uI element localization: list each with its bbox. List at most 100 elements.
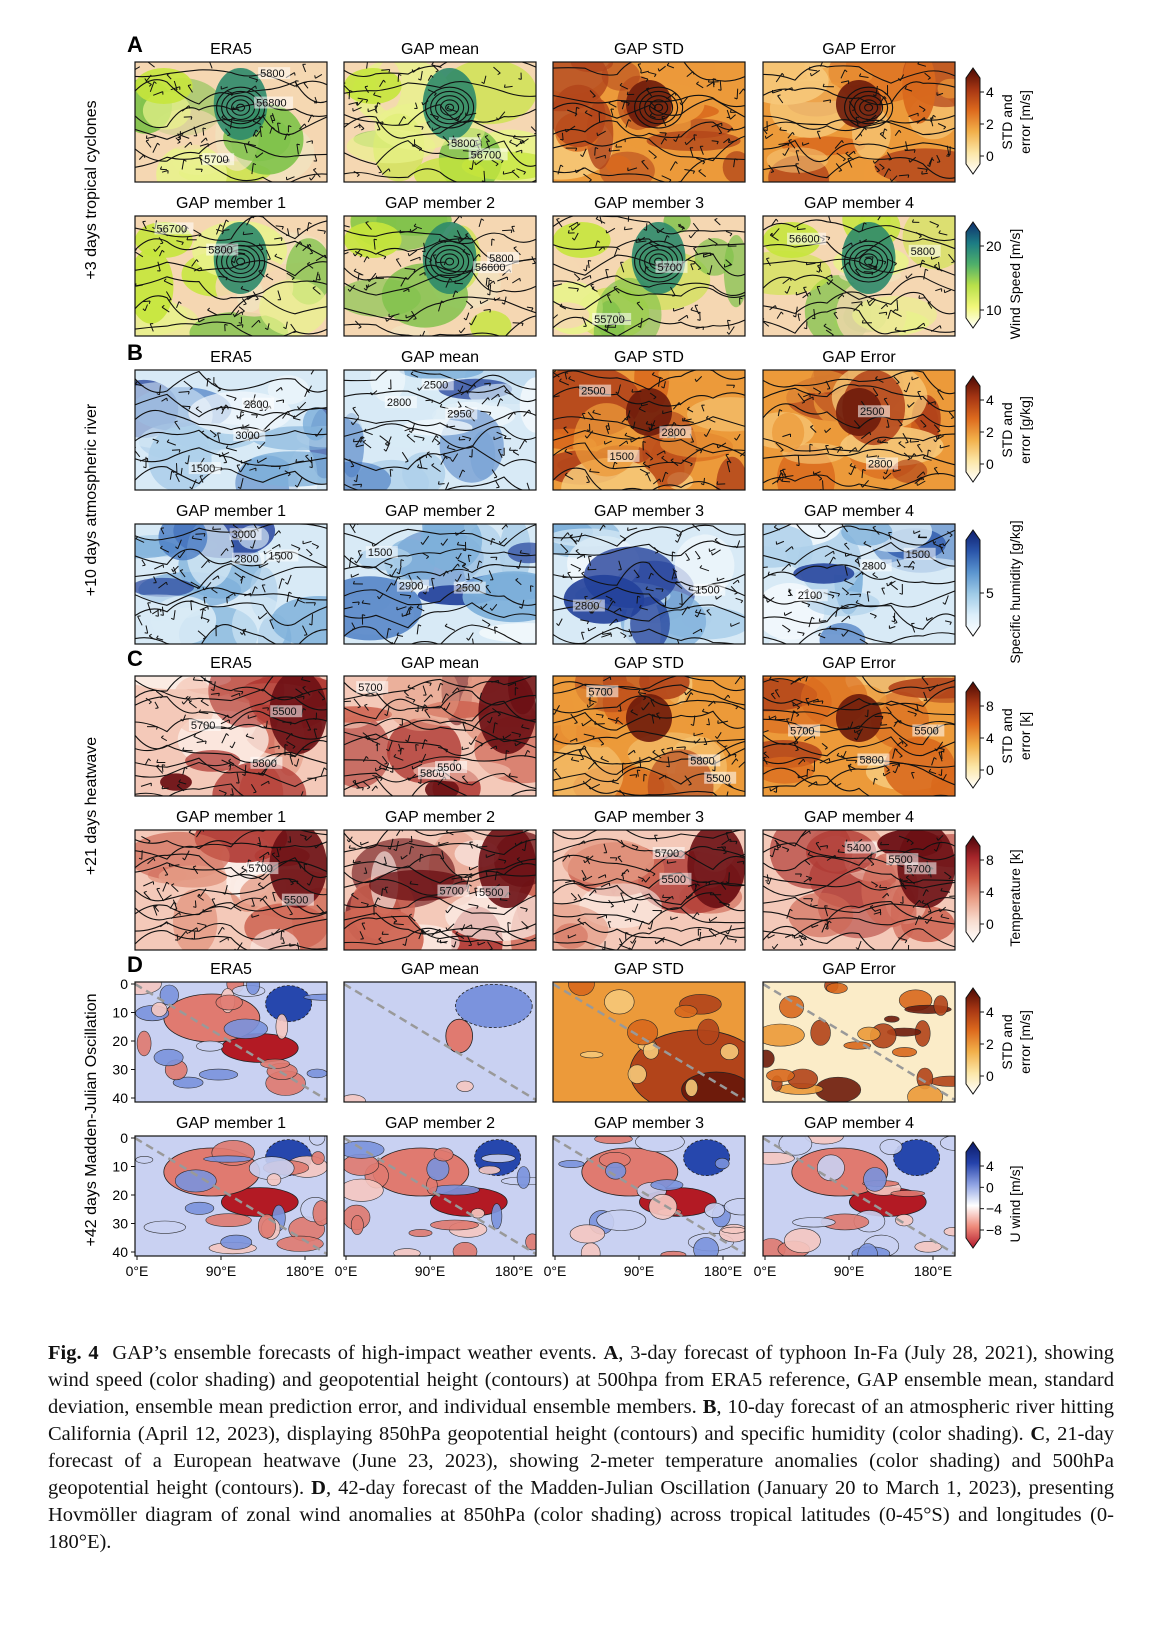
wind-barb	[264, 428, 271, 433]
panel-title: GAP mean	[401, 961, 479, 978]
wind-barb-flag	[584, 435, 588, 439]
wind-barb	[272, 928, 281, 936]
wind-barb	[670, 916, 678, 921]
wind-barb	[304, 390, 308, 397]
wind-barb-flag	[210, 688, 215, 692]
wind-barb-flag	[637, 689, 641, 693]
wind-barb	[926, 617, 933, 621]
wind-barb-flag	[787, 629, 791, 633]
wind-barb-flag	[495, 163, 499, 167]
wind-barb-flag	[171, 883, 175, 886]
wind-barb	[854, 729, 861, 734]
wind-barb	[786, 909, 791, 919]
wind-barb-flag	[727, 319, 731, 322]
wind-barb-flag	[874, 394, 879, 397]
wind-barb	[853, 420, 861, 428]
wind-barb	[812, 700, 823, 703]
wind-barb-flag	[691, 524, 692, 525]
wind-barb	[598, 874, 606, 879]
wind-barb	[453, 235, 463, 239]
wind-barb-flag	[880, 841, 882, 845]
wind-barb	[806, 262, 816, 266]
contour-line	[763, 81, 955, 106]
wind-barb-flag	[439, 403, 443, 407]
wind-barb-flag	[605, 230, 608, 234]
anomaly-patch	[276, 1235, 324, 1252]
wind-barb-flag	[308, 221, 312, 225]
panel-content	[135, 1136, 327, 1256]
wind-barb-flag	[925, 889, 929, 892]
contour-line	[135, 466, 327, 485]
wind-barb-flag	[287, 411, 290, 414]
wind-barb	[640, 70, 649, 74]
caption-part-a-text: , 3-day forecast of typhoon In-Fa (July …	[48, 1342, 1115, 1418]
wind-barb	[828, 279, 834, 285]
wind-barb	[353, 170, 360, 176]
wind-barb	[259, 126, 262, 137]
wind-barb	[618, 938, 623, 945]
wind-barb-flag	[532, 262, 536, 265]
wind-barb	[201, 559, 209, 569]
wind-barb-flag	[881, 716, 884, 720]
wind-barb-flag	[224, 323, 228, 326]
wind-barb	[405, 607, 410, 617]
wind-barb-flag	[431, 399, 434, 404]
wind-barb	[249, 467, 257, 471]
wind-barb	[149, 81, 155, 92]
wind-barb	[484, 382, 491, 385]
wind-barb-flag	[950, 416, 954, 419]
anomaly-region	[454, 984, 533, 1029]
wind-barb-flag	[936, 436, 938, 440]
wind-barb	[664, 895, 673, 902]
wind-barb-flag	[674, 580, 678, 584]
wind-barb-flag	[553, 370, 557, 373]
wind-barb	[763, 757, 768, 765]
wind-barb	[252, 291, 259, 300]
wind-barb	[927, 401, 936, 405]
wind-barb	[571, 759, 580, 762]
wind-barb	[154, 701, 159, 709]
wind-barb	[269, 619, 275, 630]
wind-barb	[157, 609, 159, 617]
wind-barb-flag	[173, 470, 178, 473]
colorbar-bar	[965, 375, 981, 483]
wind-barb-flag	[196, 927, 199, 931]
wind-barb-flag	[233, 904, 237, 907]
panel-title: GAP Error	[822, 655, 896, 672]
wind-barb-flag	[156, 635, 159, 639]
contour-label-bg	[579, 384, 612, 397]
wind-barb	[199, 143, 209, 147]
wind-barb	[684, 775, 692, 785]
wind-barb	[364, 86, 369, 94]
wind-barb	[553, 283, 563, 287]
panel-title: ERA5	[210, 655, 252, 672]
wind-barb	[771, 847, 776, 858]
contour-line	[763, 564, 955, 585]
contour-line	[553, 710, 745, 731]
anomaly-patch	[257, 1213, 276, 1239]
wind-barb	[453, 216, 461, 224]
wind-barb-flag	[241, 691, 244, 695]
vortex-contour	[236, 257, 246, 266]
vortex-contour	[854, 249, 884, 275]
wind-barb	[493, 66, 501, 74]
wind-barb-flag	[615, 144, 618, 148]
wind-barb-flag	[692, 71, 695, 75]
wind-barb	[681, 96, 689, 106]
wind-barb-flag	[792, 132, 795, 136]
wind-barb-flag	[175, 546, 179, 550]
wind-barb	[163, 280, 174, 286]
wind-barb-flag	[575, 548, 579, 552]
contour-line	[344, 548, 536, 569]
wind-barb	[627, 216, 630, 222]
wind-barb	[259, 612, 268, 620]
wind-barb-flag	[897, 78, 901, 81]
wind-barb-flag	[192, 906, 197, 908]
y-tick-label: 20	[112, 1187, 128, 1203]
wind-barb-flag	[659, 478, 662, 482]
contour-label-bg	[795, 589, 828, 602]
contour-label-bg	[437, 884, 470, 897]
wind-barb-flag	[181, 701, 184, 705]
anomaly-patch	[275, 1013, 288, 1040]
wind-barb	[177, 539, 182, 549]
